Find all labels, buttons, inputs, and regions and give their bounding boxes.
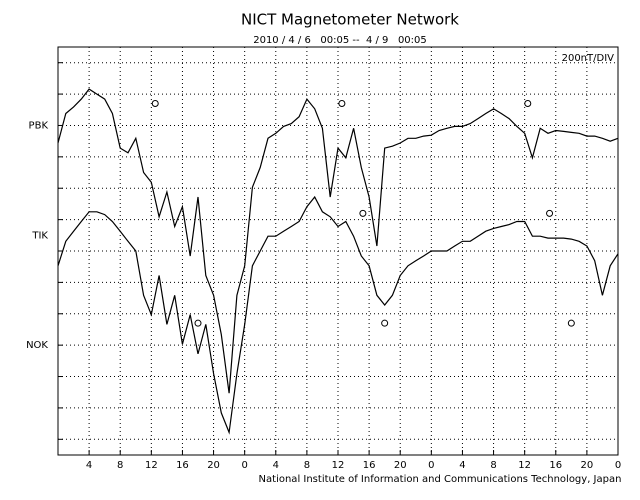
x-tick-label: 12 bbox=[332, 460, 345, 471]
x-tick-label: 0 bbox=[428, 460, 434, 471]
y-tick-label: NOK bbox=[26, 340, 48, 351]
scale-label: 200nT/DIV bbox=[562, 53, 615, 64]
event-marker bbox=[338, 99, 346, 107]
x-tick-label: 20 bbox=[581, 460, 594, 471]
x-tick-label: 20 bbox=[207, 460, 220, 471]
event-marker bbox=[359, 209, 367, 217]
chart-title: NICT Magnetometer Network bbox=[241, 11, 459, 29]
x-tick-label: 4 bbox=[459, 460, 465, 471]
x-tick-label: 8 bbox=[304, 460, 310, 471]
x-tick-label: 20 bbox=[394, 460, 407, 471]
trace bbox=[57, 88, 619, 394]
y-tick-label: PBK bbox=[29, 120, 49, 131]
event-marker bbox=[524, 99, 532, 107]
trace bbox=[57, 195, 619, 435]
x-tick-label: 8 bbox=[117, 460, 123, 471]
x-tick-label: 16 bbox=[363, 460, 376, 471]
event-marker bbox=[381, 319, 389, 327]
event-marker bbox=[151, 99, 159, 107]
x-tick-label: 4 bbox=[86, 460, 92, 471]
event-marker bbox=[194, 319, 202, 327]
event-marker bbox=[546, 209, 554, 217]
x-tick-label: 16 bbox=[176, 460, 189, 471]
y-tick-label: TIK bbox=[31, 230, 48, 241]
footer: National Institute of Information and Co… bbox=[259, 474, 622, 485]
x-tick-label: 12 bbox=[145, 460, 158, 471]
x-tick-label: 12 bbox=[518, 460, 531, 471]
x-tick-label: 4 bbox=[273, 460, 279, 471]
chart-subtitle: 2010 / 4 / 6 00:05 -- 4 / 9 00:05 bbox=[253, 35, 427, 46]
x-tick-label: 0 bbox=[615, 460, 621, 471]
x-tick-label: 0 bbox=[241, 460, 247, 471]
event-marker bbox=[567, 319, 575, 327]
x-tick-label: 16 bbox=[549, 460, 562, 471]
x-tick-label: 8 bbox=[490, 460, 496, 471]
